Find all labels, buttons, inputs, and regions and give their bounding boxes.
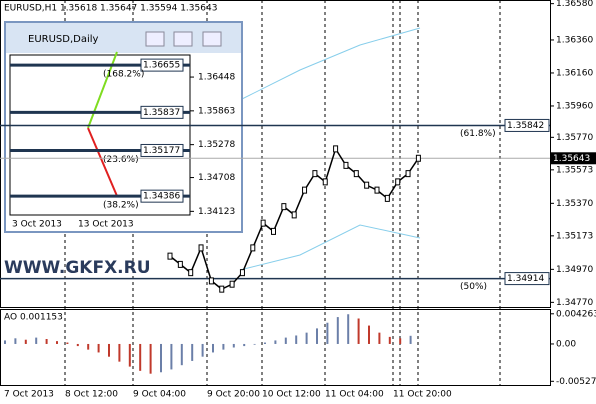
inset-plot [9, 54, 191, 216]
current-price-box [551, 152, 596, 165]
candle [271, 227, 276, 235]
inset-x-label: 3 Oct 2013 [12, 220, 62, 230]
inset-tick-label: 1.34708 [198, 173, 235, 183]
watermark: WWW.GKFX.RU [4, 258, 151, 278]
ao-label: AO 0.001153 [4, 313, 63, 323]
level-label: 1.35842 [507, 121, 544, 131]
maximize-button[interactable] [173, 31, 193, 47]
current-price-label: 1.35643 [553, 154, 590, 164]
candle [177, 260, 183, 268]
candle [188, 269, 194, 277]
y-tick-label: 1.35173 [556, 231, 593, 241]
y-tick-label: 1.35370 [556, 199, 593, 209]
candle [384, 194, 390, 202]
candle [333, 145, 339, 153]
main-frame [0, 0, 551, 308]
candle [302, 186, 308, 194]
inset-x-label: 13 Oct 2013 [78, 220, 134, 230]
candle [198, 244, 204, 252]
level-note: (61.8%) [460, 129, 496, 139]
candle [374, 186, 380, 194]
inset-level-label: 1.34386 [143, 192, 180, 202]
minimize-button[interactable] [145, 31, 165, 47]
x-tick-label: 8 Oct 12:00 [65, 390, 118, 400]
candle [250, 244, 256, 252]
candle [229, 280, 235, 288]
x-tick-label: 10 Oct 12:00 [262, 390, 321, 400]
x-tick-label: 9 Oct 20:00 [207, 390, 260, 400]
inset-titlebar [6, 23, 241, 53]
ao-tick-label: -0.005278 [556, 377, 596, 387]
inset-title: EURUSD,Daily [28, 34, 99, 45]
candle [395, 178, 401, 186]
inset-level-box [140, 58, 184, 72]
candle [353, 170, 359, 178]
candle [405, 170, 411, 178]
inset-level-label: 1.35177 [143, 146, 180, 156]
inset-level-label: 1.36655 [143, 61, 180, 71]
y-tick-label: 1.35960 [556, 101, 593, 111]
inset-level-box [140, 105, 184, 119]
candle [281, 203, 287, 211]
inset-level-note: (38.2%) [103, 201, 139, 211]
y-tick-label: 1.34970 [556, 265, 593, 275]
close-button[interactable] [202, 31, 222, 47]
x-tick-label: 7 Oct 2013 [4, 390, 54, 400]
level-box [504, 118, 550, 132]
x-tick-label: 11 Oct 20:00 [393, 390, 452, 400]
y-tick-label: 1.34770 [556, 298, 593, 308]
inset-tick-label: 1.36448 [198, 73, 235, 83]
candle [208, 277, 214, 285]
header: EURUSD,H1 1.35618 1.35647 1.35594 1.3564… [4, 4, 217, 14]
inset-level-box [140, 189, 184, 203]
inset-tick-label: 1.34123 [198, 207, 235, 217]
candle [312, 170, 318, 178]
y-tick-label: 1.35770 [556, 133, 593, 143]
ao-frame [0, 309, 551, 386]
inset-level-note: (168.2%) [103, 70, 144, 80]
candle [291, 211, 297, 219]
candle [322, 178, 328, 186]
envelope-bands [239, 27, 421, 271]
candle [364, 181, 370, 189]
level-label: 1.34914 [507, 274, 544, 284]
ao-tick-label: 0.00 [556, 339, 576, 349]
y-tick-label: 1.36580 [556, 0, 593, 9]
projection-down [87, 127, 118, 197]
inset-level-label: 1.35837 [143, 108, 180, 118]
ao-tick-label: 0.004263 [556, 309, 596, 319]
x-tick-label: 9 Oct 04:00 [133, 390, 186, 400]
y-tick-label: 1.36160 [556, 68, 593, 78]
y-tick-label: 1.35573 [556, 165, 593, 175]
inset-level-note: (23.6%) [103, 155, 139, 165]
candle [167, 252, 173, 260]
inset-window: EURUSD,Daily 1.36448 1.35863 1.35278 1.3470… [4, 21, 243, 233]
inset-tick-label: 1.35863 [198, 106, 235, 116]
level-note: (50%) [460, 282, 487, 292]
candle [260, 219, 266, 227]
level-box [504, 272, 550, 286]
x-tick-label: 11 Oct 04:00 [325, 390, 384, 400]
inset-level-box [140, 143, 184, 157]
inset-tick-label: 1.35278 [198, 140, 235, 150]
y-tick-label: 1.36360 [556, 35, 593, 45]
candle [239, 269, 245, 277]
candle [343, 161, 349, 169]
candle [219, 285, 225, 293]
candle [415, 154, 421, 162]
